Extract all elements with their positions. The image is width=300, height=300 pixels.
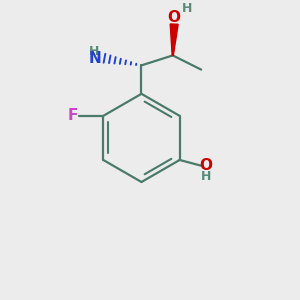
Text: H: H: [89, 45, 100, 58]
Text: N: N: [88, 51, 101, 66]
Text: F: F: [68, 108, 78, 123]
Text: O: O: [200, 158, 213, 173]
Polygon shape: [170, 24, 178, 56]
Text: O: O: [168, 10, 181, 25]
Text: H: H: [182, 2, 192, 15]
Text: H: H: [201, 170, 211, 183]
